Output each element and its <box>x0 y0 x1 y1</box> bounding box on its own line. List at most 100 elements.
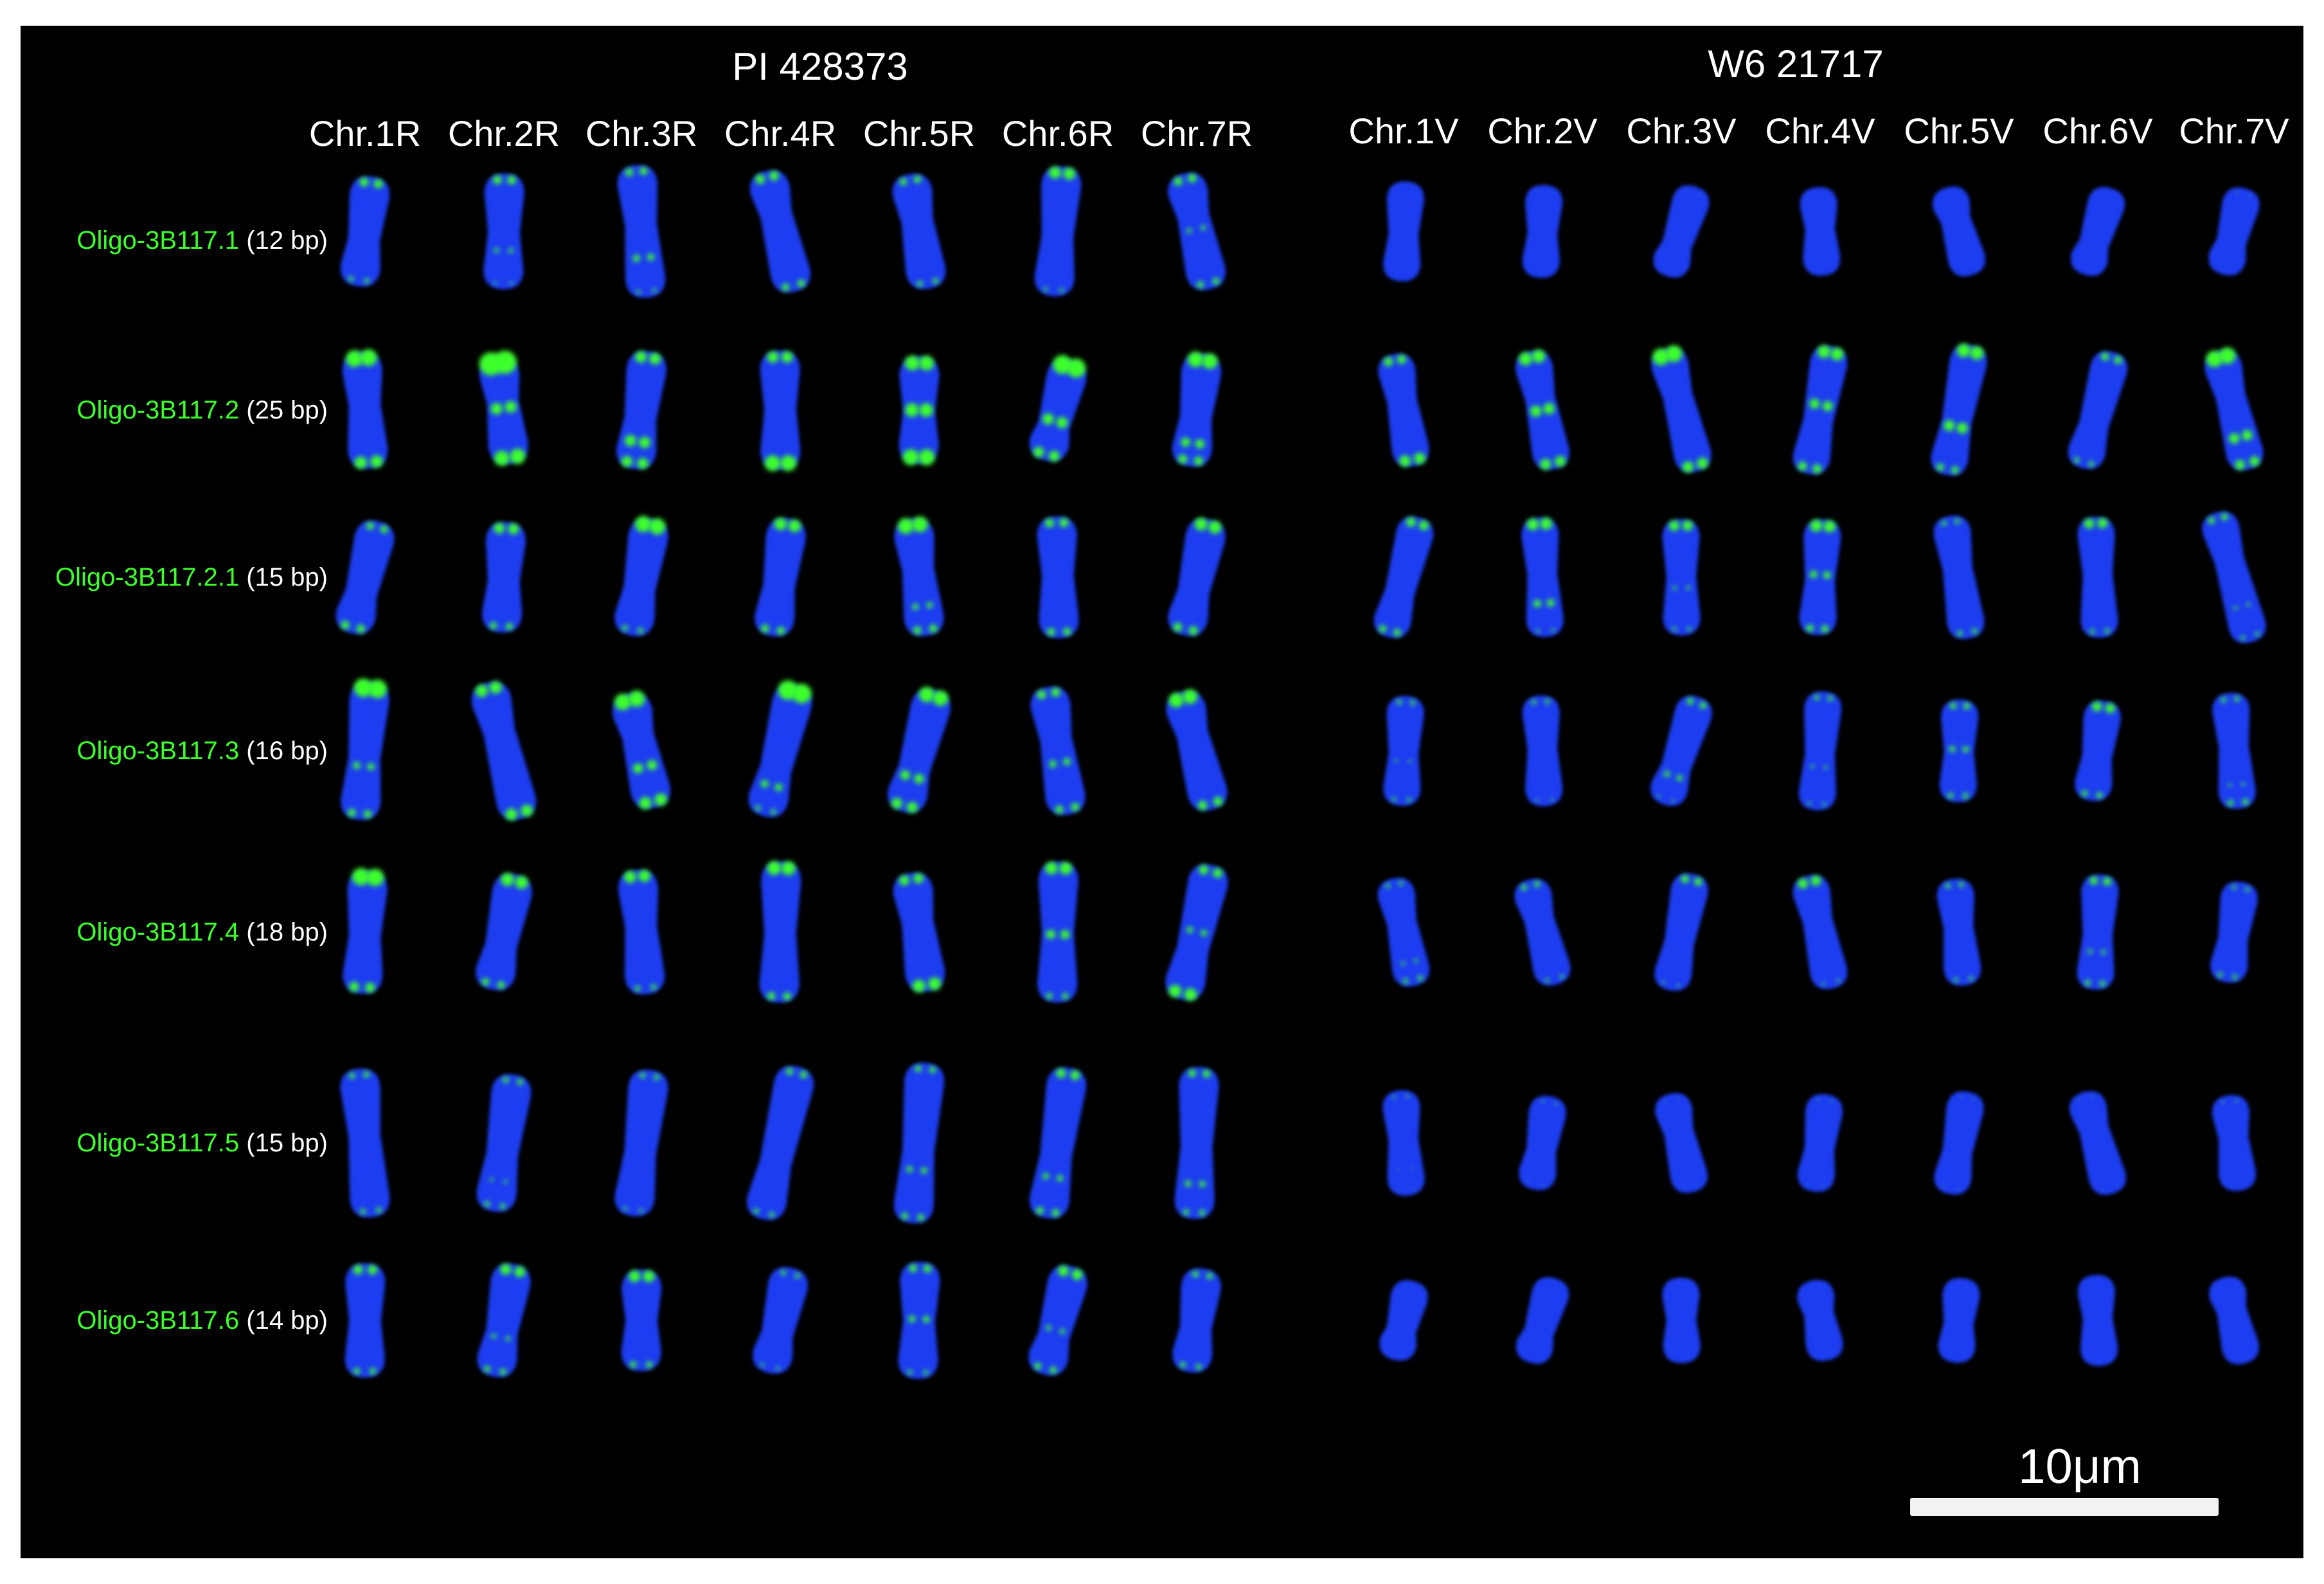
fish-signal <box>933 690 949 706</box>
fish-signal <box>484 1201 490 1207</box>
column-label: Chr.5V <box>1904 111 2014 151</box>
chromosome-body <box>479 356 528 464</box>
fish-signal <box>494 523 505 534</box>
chromosome-r <box>1168 172 1226 291</box>
fish-signal <box>891 798 902 809</box>
fish-signal <box>508 248 514 253</box>
fish-signal <box>2084 980 2091 986</box>
fish-signal <box>1168 984 1182 998</box>
fish-signal <box>1683 1187 1685 1189</box>
fish-signal <box>1547 271 1549 273</box>
chromosome-v <box>2077 874 2119 990</box>
fish-signal <box>2249 195 2251 197</box>
fish-signal <box>491 1333 497 1339</box>
fish-signal <box>913 176 922 183</box>
chromosome-body <box>1662 519 1701 636</box>
fish-signal <box>1686 190 1688 192</box>
fish-signal <box>1384 357 1393 366</box>
fish-signal <box>1951 466 1959 474</box>
fish-signal <box>1530 405 1542 417</box>
fish-signal <box>2102 1189 2104 1191</box>
chromosome-body <box>477 1263 531 1378</box>
fish-signal <box>929 624 938 633</box>
chromosome-v <box>1650 696 1712 806</box>
fish-signal <box>928 977 942 991</box>
chromosome-r <box>760 350 801 471</box>
fish-signal <box>2097 518 2108 528</box>
column-label: Chr.6R <box>1001 113 1114 154</box>
fish-signal <box>638 437 650 449</box>
chromosome-body <box>1522 695 1563 807</box>
fish-signal <box>1823 571 1831 579</box>
fish-signal <box>1404 1285 1406 1286</box>
row-label: Oligo-3B117.4 (18 bp) <box>76 919 328 945</box>
fish-signal <box>1391 797 1397 802</box>
fish-signal <box>341 620 350 629</box>
chromosome-body <box>759 861 801 1003</box>
fish-signal <box>907 1369 913 1375</box>
fish-signal <box>2245 887 2250 892</box>
fish-signal <box>490 402 503 415</box>
chromosome-body <box>1522 184 1563 278</box>
fish-signal <box>639 1072 646 1079</box>
chromosome-r <box>1028 1265 1087 1376</box>
chromosome-r <box>482 522 526 633</box>
chromosome-body <box>1936 878 1981 986</box>
fish-signal <box>1201 225 1206 231</box>
chromosome-body <box>2071 186 2125 276</box>
chromosome-r <box>344 1263 386 1378</box>
chromosome-grid <box>335 165 2266 1379</box>
fish-signal <box>360 349 377 366</box>
fish-signal <box>1188 351 1204 368</box>
fish-signal <box>493 176 502 184</box>
chromosome-r <box>1168 518 1226 636</box>
fish-signal <box>494 281 497 285</box>
fish-signal <box>1949 702 1957 710</box>
group-title-dasypyrum: W6 21717 <box>1708 42 1884 86</box>
fish-signal <box>1686 698 1694 705</box>
fish-signal <box>755 805 761 811</box>
chromosome-body <box>1931 345 1987 476</box>
fish-signal <box>489 1178 494 1182</box>
fish-signal <box>1822 401 1833 411</box>
fish-signal <box>1181 437 1191 447</box>
fish-signal <box>1942 1185 1945 1187</box>
fish-signal <box>638 627 644 634</box>
fish-signal <box>1183 689 1198 705</box>
chromosome-r <box>1174 1066 1219 1220</box>
chromosome-v <box>1939 699 1979 802</box>
fish-signal <box>1045 861 1058 875</box>
fish-signal <box>639 167 648 176</box>
fish-signal <box>922 1315 930 1323</box>
fish-signal <box>1399 881 1404 886</box>
fish-signal <box>481 978 490 986</box>
chromosome-body <box>898 1262 940 1379</box>
chromosome-r <box>1030 1067 1086 1219</box>
fish-signal <box>1399 455 1411 467</box>
column-label: Chr.7V <box>2179 111 2289 151</box>
fish-signal <box>1962 271 1963 272</box>
chromosome-v <box>2202 511 2266 644</box>
chromosome-v <box>2069 1091 2126 1195</box>
fish-signal <box>1521 885 1527 891</box>
fish-signal <box>1036 1207 1044 1214</box>
fish-signal <box>1047 627 1055 636</box>
fish-signal <box>1546 598 1555 607</box>
fish-signal <box>1199 1209 1205 1216</box>
fish-signal <box>906 1166 913 1173</box>
chromosome-r <box>1165 864 1228 1001</box>
fish-signal <box>376 1207 382 1213</box>
fish-signal <box>1941 195 1943 197</box>
fish-signal <box>1823 520 1836 533</box>
karyotype-figure: PI 428373 W6 21717 Chr.1R Chr.2R Chr.3R … <box>21 26 2303 1558</box>
fish-signal <box>1050 1366 1057 1374</box>
fish-signal <box>1042 413 1054 425</box>
chromosome-body <box>747 1066 814 1220</box>
fish-signal <box>2229 433 2240 444</box>
fish-signal <box>1554 1102 1557 1105</box>
fish-signal <box>769 1212 774 1218</box>
fish-signal <box>1814 695 1819 701</box>
fish-signal <box>780 1270 786 1275</box>
fish-signal <box>2088 461 2095 467</box>
fish-signal <box>1663 1101 1666 1103</box>
